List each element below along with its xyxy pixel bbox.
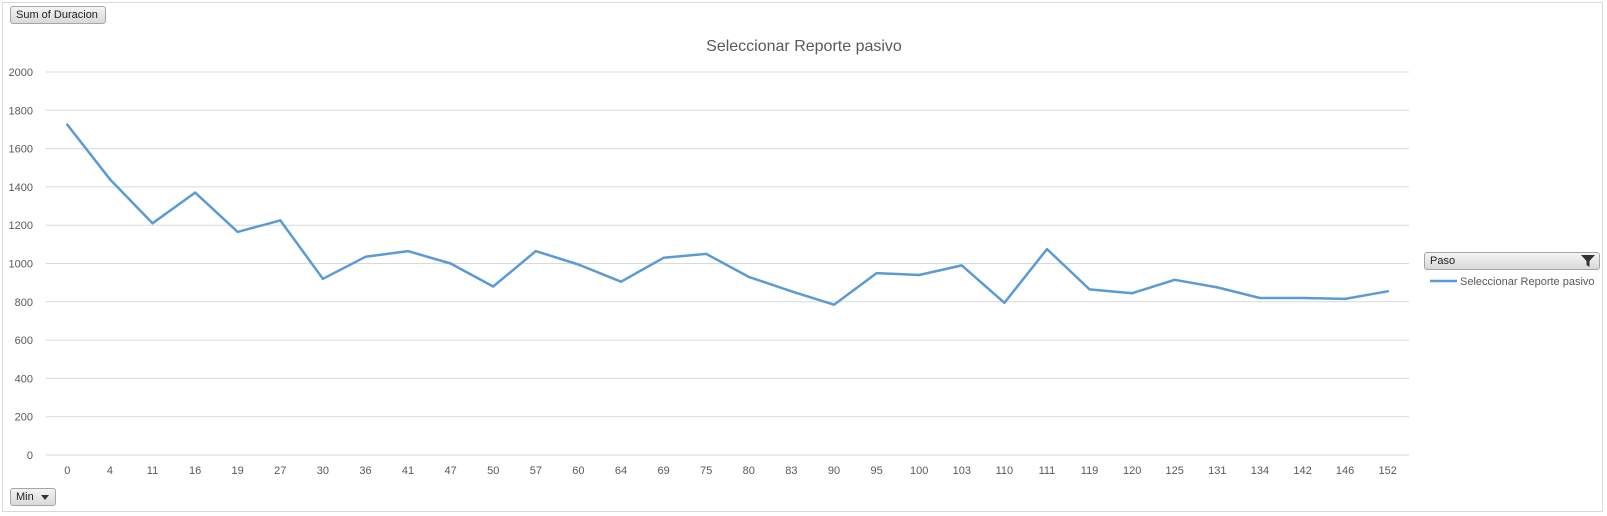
filter-icon: [1581, 255, 1595, 267]
x-tick-label: 60: [572, 465, 584, 477]
data-point: [1216, 286, 1219, 289]
x-tick-label: 57: [530, 465, 542, 477]
data-point: [66, 123, 69, 126]
y-tick-label: 200: [15, 412, 33, 424]
data-point: [151, 222, 154, 225]
data-point: [747, 275, 750, 279]
x-tick-label: 19: [232, 465, 244, 477]
x-tick-label: 11: [147, 465, 158, 477]
axis-field-button[interactable]: Min: [10, 488, 56, 506]
data-point: [1386, 290, 1389, 293]
y-tick-label: 1800: [9, 105, 33, 117]
x-tick-label: 100: [910, 465, 928, 477]
x-tick-label: 47: [445, 465, 457, 477]
data-point: [917, 273, 921, 277]
x-tick-label: 142: [1293, 465, 1311, 477]
x-tick-label: 50: [487, 465, 499, 477]
legend-field-button[interactable]: Paso: [1424, 252, 1600, 270]
x-tick-label: 27: [274, 465, 286, 477]
data-point: [1173, 278, 1176, 281]
y-axis-ticks: 0 200 400 600 800 1000 1200 1400 1600 1800 2000: [9, 67, 33, 462]
x-tick-label: 69: [657, 465, 669, 477]
y-tick-label: 1400: [9, 182, 33, 194]
x-tick-label: 16: [189, 465, 201, 477]
data-point: [492, 285, 495, 288]
x-tick-label: 125: [1166, 465, 1184, 477]
data-point: [1003, 301, 1006, 304]
x-tick-label: 36: [359, 465, 371, 477]
x-tick-label: 90: [828, 465, 840, 477]
x-tick-label: 75: [700, 465, 712, 477]
data-point: [1301, 296, 1304, 300]
x-tick-label: 30: [317, 465, 329, 477]
data-point: [960, 264, 963, 267]
legend-field-label: Paso: [1430, 255, 1456, 267]
axis-field-label: Min: [16, 491, 34, 503]
y-tick-label: 400: [15, 373, 33, 385]
data-point: [705, 252, 708, 256]
data-point: [406, 249, 410, 253]
y-tick-label: 1200: [9, 220, 33, 232]
series-line: [66, 123, 1389, 306]
x-tick-label: 146: [1336, 465, 1354, 477]
x-tick-label: 0: [64, 465, 70, 477]
data-point: [832, 303, 836, 306]
data-point: [619, 280, 623, 283]
data-point: [1088, 288, 1091, 291]
x-tick-label: 119: [1081, 465, 1099, 477]
y-tick-label: 1000: [9, 259, 33, 271]
data-point: [577, 263, 580, 266]
y-tick-label: 0: [27, 450, 33, 462]
legend: Seleccionar Reporte pasivo: [1430, 276, 1595, 288]
legend-entry: Seleccionar Reporte pasivo: [1460, 276, 1595, 288]
value-field-button[interactable]: Sum of Duracion: [10, 6, 106, 24]
data-point: [236, 230, 239, 234]
x-tick-label: 134: [1251, 465, 1269, 477]
data-point: [1258, 296, 1262, 300]
y-tick-label: 1600: [9, 144, 33, 156]
x-tick-label: 95: [870, 465, 882, 477]
data-point: [790, 290, 793, 293]
data-point: [1045, 247, 1049, 251]
x-tick-label: 103: [953, 465, 971, 477]
data-point: [875, 271, 878, 275]
x-tick-label: 41: [402, 465, 414, 477]
data-point: [321, 277, 325, 281]
y-tick-label: 800: [15, 297, 33, 309]
y-tick-label: 600: [15, 335, 33, 347]
chevron-down-icon: [41, 495, 49, 500]
data-point: [364, 255, 367, 258]
x-tick-label: 83: [785, 465, 797, 477]
data-point: [1130, 291, 1134, 295]
data-point: [449, 262, 452, 265]
data-point: [279, 219, 282, 222]
data-point: [193, 191, 197, 194]
series-group: [66, 123, 1389, 306]
x-tick-label: 80: [743, 465, 755, 477]
chart-title: Seleccionar Reporte pasivo: [706, 38, 902, 55]
x-tick-label: 4: [107, 465, 113, 477]
data-point: [1343, 297, 1347, 301]
x-tick-label: 110: [996, 465, 1014, 477]
x-tick-label: 111: [1039, 465, 1056, 477]
data-point: [108, 178, 112, 181]
x-tick-label: 120: [1123, 465, 1141, 477]
data-point: [534, 249, 538, 253]
x-tick-label: 64: [615, 465, 627, 477]
y-tick-label: 2000: [9, 67, 33, 79]
x-tick-label: 131: [1208, 465, 1226, 477]
gridlines: [46, 71, 1409, 456]
x-axis-ticks: 0 4 11 16 19 27 30 36 41 47 50 57 60 64 69 75 80 83 90 95 10…: [64, 465, 1397, 477]
data-point: [662, 256, 665, 259]
value-field-label: Sum of Duracion: [16, 9, 98, 21]
x-tick-label: 152: [1379, 465, 1397, 477]
